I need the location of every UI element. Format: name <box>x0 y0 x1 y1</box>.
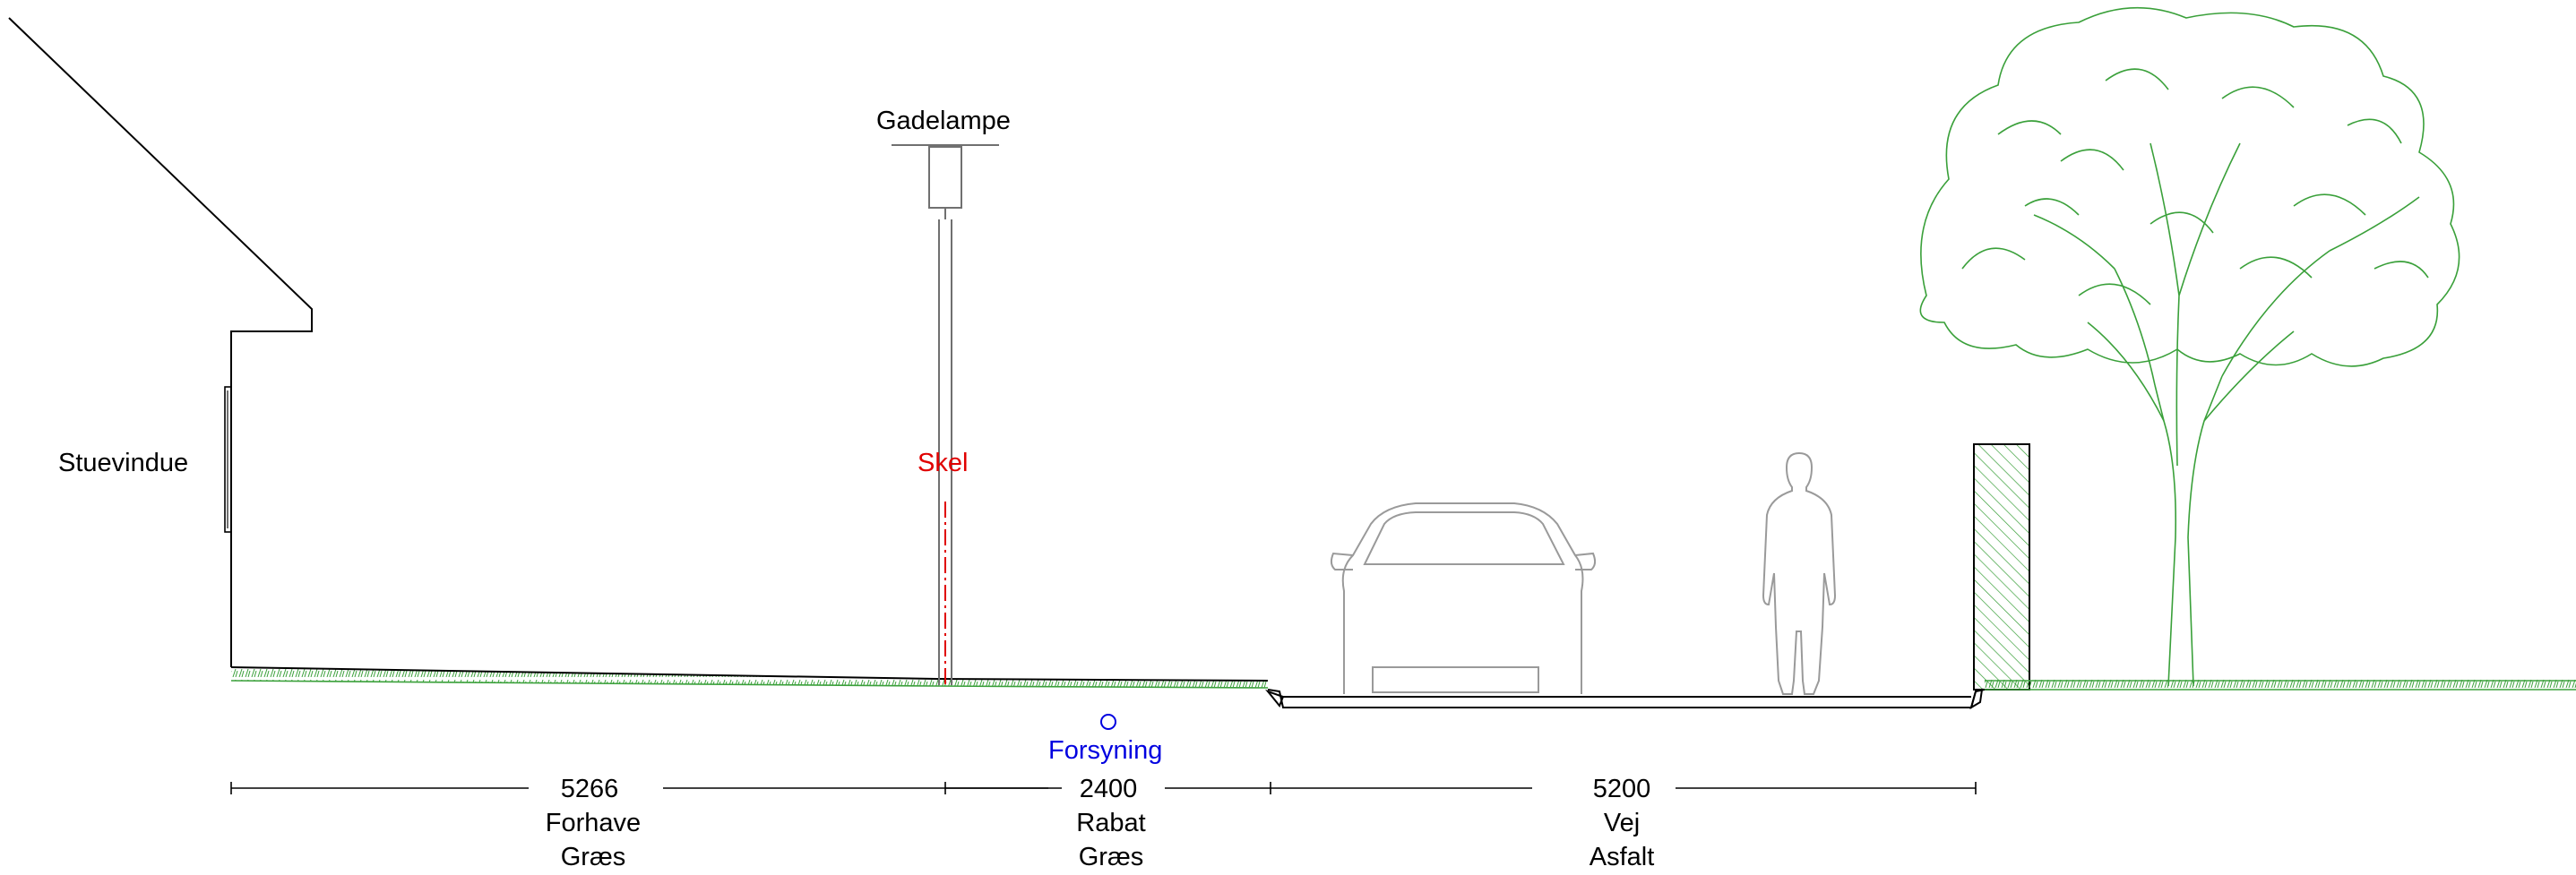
ground-left <box>230 666 1269 689</box>
lamp-label: Gadelampe <box>876 107 1011 135</box>
window-label: Stuevindue <box>58 449 188 477</box>
dimension-zone: Rabat <box>1076 809 1145 837</box>
dimension-value: 5200 <box>1593 775 1651 803</box>
boundary-label: Skel <box>918 449 968 477</box>
person-icon <box>1762 451 1837 695</box>
utility-pipe-icon <box>1100 714 1116 730</box>
dimension-value: 5266 <box>561 775 619 803</box>
wall-icon <box>1973 443 2030 691</box>
street-lamp-icon <box>892 144 999 685</box>
utility-label: Forsyning <box>1048 736 1162 765</box>
dimension-zone: Vej <box>1604 809 1640 837</box>
dimension-surface: Græs <box>561 843 626 871</box>
dimension-surface: Asfalt <box>1590 843 1655 871</box>
house-icon <box>8 17 313 667</box>
tree-icon <box>1919 6 2460 687</box>
window-icon <box>224 386 232 533</box>
dimension-surface: Græs <box>1079 843 1144 871</box>
dimension-value: 2400 <box>1080 775 1138 803</box>
dimension-line <box>230 782 1977 794</box>
car-icon <box>1330 502 1597 694</box>
dimension-zone: Forhave <box>546 809 641 837</box>
ground-right <box>1985 679 2576 691</box>
